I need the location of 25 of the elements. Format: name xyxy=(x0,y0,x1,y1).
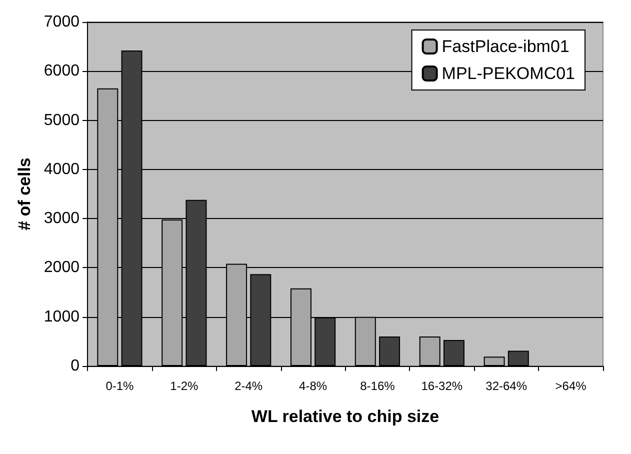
y-tick-label: 6000 xyxy=(44,62,80,80)
x-tick-label: 1-2% xyxy=(170,379,198,393)
x-tick-label: 32-64% xyxy=(486,379,528,393)
x-tick-label: 8-16% xyxy=(360,379,396,393)
y-tick-label: 3000 xyxy=(44,210,80,228)
x-axis-title: WL relative to chip size xyxy=(251,407,440,426)
x-tick-label: 16-32% xyxy=(421,379,463,393)
y-tick-label: 0 xyxy=(70,358,80,374)
y-axis-title: # of cells xyxy=(15,158,34,230)
x-tick-label: 2-4% xyxy=(234,379,263,393)
x-tick-label: 4-8% xyxy=(299,379,328,393)
bar xyxy=(443,340,464,366)
legend-label: MPL-PEKOMC01 xyxy=(442,64,575,83)
x-tick-label: 0-1% xyxy=(106,379,134,393)
y-tick-label: 5000 xyxy=(44,112,80,129)
y-tick-label: 2000 xyxy=(44,259,80,276)
legend-label: FastPlace-ibm01 xyxy=(442,37,570,56)
bar xyxy=(379,336,400,366)
y-tick-label: 1000 xyxy=(44,308,80,326)
y-tick-label: 4000 xyxy=(44,160,80,178)
x-tick-label: >64% xyxy=(555,379,587,393)
bar xyxy=(484,356,505,366)
y-tick-label: 7000 xyxy=(44,14,80,30)
bar xyxy=(508,350,529,366)
bar xyxy=(419,336,440,366)
